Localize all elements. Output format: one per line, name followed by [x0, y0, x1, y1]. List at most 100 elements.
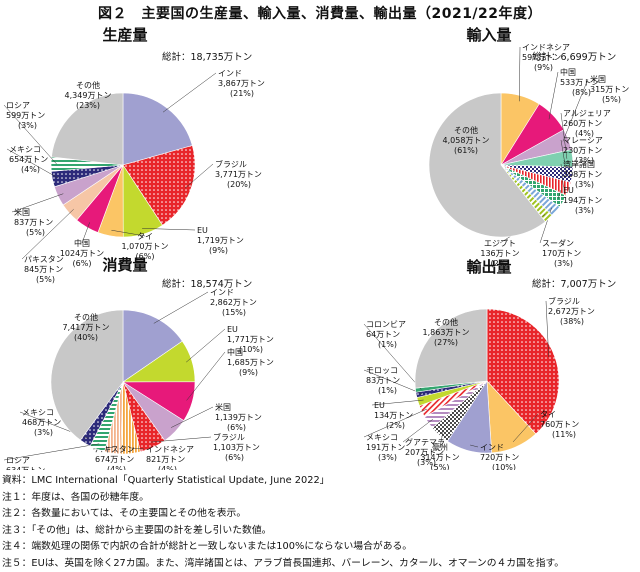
slice-label-name: その他	[454, 125, 478, 135]
slice-label-name: ロシア	[6, 101, 30, 110]
slice-label-name: その他	[76, 80, 100, 90]
slice-label-name: インド	[480, 443, 504, 452]
slice-label-name: スーダン	[542, 238, 574, 248]
slice-label-name: その他	[74, 312, 98, 322]
slice-label-name: 米国	[590, 74, 606, 84]
slice-label-amount: 821万トン	[146, 455, 185, 464]
slice-label-amount: 1,139万トン	[215, 413, 262, 422]
slice-label-amount: 136万トン	[480, 249, 519, 258]
slice-label-amount: 191万トン	[366, 443, 405, 452]
slice-label-name: 湾岸諸国	[563, 159, 595, 169]
slice-label-name: EU	[227, 325, 238, 334]
slice-label-name: モロッコ	[366, 366, 398, 375]
slice-label-pct: (38%)	[560, 317, 584, 326]
note-1: 注１：年度は、各国の砂糖年度。	[2, 490, 638, 507]
chart-title: 生産量	[102, 26, 147, 44]
slice-label-name: マレーシア	[563, 136, 603, 145]
slice-label-name: EU	[197, 226, 208, 235]
slice-label-pct: (4%)	[107, 465, 126, 470]
slice-label-amount: 260万トン	[563, 119, 602, 128]
slice-label-name: ブラジル	[213, 432, 245, 442]
slice-label-name: ロシア	[6, 456, 30, 465]
pie-chart-3: 消費量総計：18,574万トンインド2,862万トン(15%)EU1,771万ト…	[4, 256, 274, 470]
slice-label-pct: (20%)	[227, 180, 251, 189]
slice-label-pct: (3%)	[34, 428, 53, 437]
slice-label-pct: (1%)	[378, 386, 397, 395]
slice-label-amount: 4,349万トン	[65, 91, 112, 100]
slice-label-name: 米国	[14, 207, 30, 217]
slice-label-amount: 1,771万トン	[227, 335, 274, 344]
slice-label-name: その他	[434, 317, 458, 327]
slice-label-pct: (23%)	[76, 101, 100, 110]
charts-area: 生産量総計：18,735万トンインド3,867万トン(21%)ブラジル3,771…	[0, 0, 640, 470]
slice-label-pct: (3%)	[378, 453, 397, 462]
leader-line	[519, 47, 520, 101]
slice-label-amount: 1,070万トン	[122, 242, 169, 251]
slice-label-pct: (3%)	[575, 206, 594, 215]
slice-label-amount: 634万トン	[6, 466, 45, 470]
chart-title: 消費量	[102, 256, 147, 274]
slice-label-name: タイ	[137, 232, 153, 241]
slice-label-pct: (21%)	[230, 89, 254, 98]
slice-label-name: コロンビア	[366, 320, 406, 329]
pie-chart-4: 輸出量総計：7,007万トンブラジル2,672万トン(38%)タイ760万トン(…	[364, 258, 616, 470]
slice-label-name: パキスタン	[24, 255, 64, 264]
leader-line	[163, 73, 216, 112]
slice-label-name: グアテマラ	[405, 437, 445, 447]
slice-label-name: 中国	[227, 347, 243, 357]
slice-label-amount: 720万トン	[480, 453, 519, 462]
slice-label-amount: 64万トン	[366, 330, 400, 339]
slice-label-name: EU	[563, 186, 574, 195]
slice-label-amount: 654万トン	[9, 155, 48, 164]
slice-label-pct: (40%)	[74, 333, 98, 342]
chart-title: 輸入量	[466, 26, 511, 44]
slice-label-name: EU	[374, 401, 385, 410]
slice-label-amount: 837万トン	[14, 218, 53, 227]
slice-label-pct: (6%)	[227, 423, 246, 432]
slice-label-name: ブラジル	[215, 159, 247, 169]
slice-label-name: メキシコ	[22, 408, 54, 417]
slice-label-name: ブラジル	[548, 296, 580, 306]
slice-label-pct: (9%)	[209, 246, 228, 255]
slice-label-name: エジプト	[484, 239, 516, 248]
slice-label-pct: (6%)	[73, 259, 92, 268]
leader-line	[154, 292, 208, 323]
slice-label-amount: 2,672万トン	[548, 307, 595, 316]
note-2: 注２：各数量においては、その主要国とその他を表示。	[2, 506, 638, 523]
slice-label-amount: 230万トン	[563, 146, 602, 155]
chart-total: 総計：18,574万トン	[162, 278, 252, 290]
chart-total: 総計：7,007万トン	[532, 278, 616, 290]
slice-label-pct: (3%)	[554, 259, 573, 268]
slice-label-amount: 194万トン	[563, 196, 602, 205]
chart-total: 総計：18,735万トン	[162, 51, 252, 63]
slice-label-pct: (3%)	[18, 121, 37, 130]
slice-label-amount: 208万トン	[563, 170, 602, 179]
slice-label-pct: (9%)	[534, 63, 553, 72]
slice-label-name: インド	[210, 288, 234, 297]
slice-label-name: インド	[218, 69, 242, 78]
notes-block: 資料：LMC International「Quarterly Statistic…	[2, 473, 638, 572]
slice-label-amount: 2,862万トン	[210, 298, 257, 307]
slice-label-amount: 83万トン	[366, 376, 400, 385]
slice-label-amount: 170万トン	[542, 249, 581, 258]
slice-label-amount: 3,867万トン	[218, 79, 265, 88]
slice-label-pct: (4%)	[158, 465, 177, 470]
slice-label-amount: 1,103万トン	[213, 443, 260, 452]
slice-label-pct: (9%)	[239, 368, 258, 377]
pie-chart-1: 生産量総計：18,735万トンインド3,867万トン(21%)ブラジル3,771…	[4, 26, 265, 284]
slice-label-pct: (4%)	[21, 165, 40, 174]
pie-chart-2: 輸入量総計：6,699万トンインドネシア597万トン(9%)中国533万トン(8…	[429, 26, 629, 268]
slice-label-pct: (2%)	[386, 421, 405, 430]
slice-label-amount: 1,685万トン	[227, 358, 274, 367]
slice-label-name: アルジェリア	[563, 109, 611, 118]
slice-label-amount: 315万トン	[590, 85, 629, 94]
slice-label-amount: 760万トン	[540, 420, 579, 429]
slice-label-amount: 468万トン	[22, 418, 61, 427]
note-5: 注５：EUは、英国を除く27カ国。また、湾岸諸国とは、アラブ首長国連邦、バーレー…	[2, 556, 638, 572]
slice-label-amount: 1024万トン	[60, 249, 104, 258]
note-4: 注４：端数処理の関係で内訳の合計が総計と一致しないまたは100%にならない場合が…	[2, 539, 638, 556]
slice-label-name: メキシコ	[9, 145, 41, 154]
note-3: 注３：「その他」は、総計から主要国の計を差し引いた数値。	[2, 523, 638, 540]
slice-label-amount: 845万トン	[24, 265, 63, 274]
slice-label-amount: 1,863万トン	[423, 328, 470, 337]
